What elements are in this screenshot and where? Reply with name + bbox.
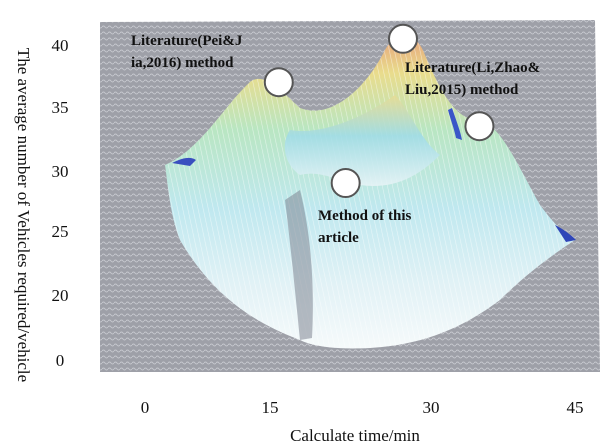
y-tick-label: 35 <box>52 98 69 117</box>
y-tick-label: 25 <box>52 222 69 241</box>
annotation-label: Literature(Li,Zhao& Liu,2015) method <box>405 60 540 98</box>
y-tick-label: 20 <box>52 286 69 305</box>
y-tick-label: 30 <box>52 162 69 181</box>
x-tick-label: 30 <box>423 398 440 417</box>
annotation-label: Literature(Pei&J ia,2016) method <box>131 33 243 71</box>
peak-marker <box>263 67 294 98</box>
peak-marker <box>388 23 418 54</box>
surface-ridges <box>165 35 575 349</box>
peak-markers <box>263 23 495 198</box>
surface-valley <box>284 95 440 186</box>
y-axis-label: The average number of Vehicles required/… <box>14 48 33 382</box>
peak-marker <box>330 168 361 198</box>
peak-marker <box>464 111 495 142</box>
x-tick-label: 15 <box>262 398 279 417</box>
y-tick-label: 0 <box>56 351 65 370</box>
blue-edge-mid <box>448 108 462 140</box>
x-axis-label: Calculate time/min <box>290 426 420 445</box>
y-tick-labels: 40 35 30 25 20 0 <box>52 36 69 370</box>
blue-edge-right <box>555 225 576 242</box>
annotations: Literature(Pei&J ia,2016) method Literatur… <box>131 33 540 246</box>
central-trough <box>285 190 313 340</box>
x-tick-label: 0 <box>141 398 150 417</box>
annotation-label: Method of this article <box>318 208 411 246</box>
x-tick-label: 45 <box>567 398 584 417</box>
y-tick-label: 40 <box>52 36 69 55</box>
blue-edge-left <box>172 157 196 166</box>
x-tick-labels: 0 15 30 45 <box>141 398 584 417</box>
